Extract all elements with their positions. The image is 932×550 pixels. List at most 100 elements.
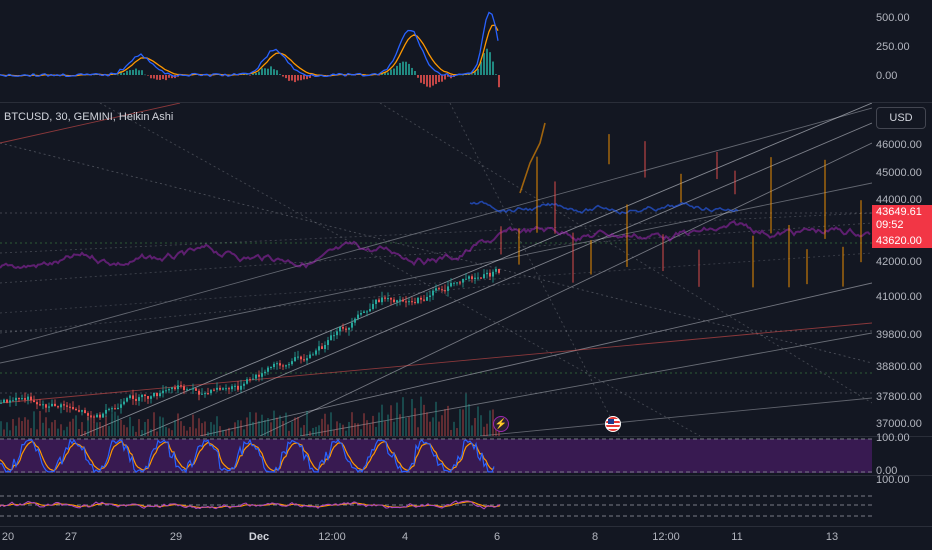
candle-body — [288, 364, 290, 366]
candle-body — [369, 308, 371, 312]
candle-body — [339, 327, 341, 332]
macd-histogram-bar — [417, 75, 419, 78]
candle-body — [45, 404, 47, 408]
rsi-tick-100: 100.00 — [876, 474, 910, 486]
volume-bar — [336, 421, 338, 436]
time-tick: 12:00 — [318, 531, 346, 543]
volume-bar — [486, 423, 488, 436]
volume-bar — [9, 430, 11, 436]
volume-bar — [282, 420, 284, 436]
volume-bar — [27, 419, 29, 436]
macd-histogram-bar — [129, 70, 131, 75]
macd-histogram-bar — [423, 75, 425, 85]
volume-bar — [381, 404, 383, 436]
price-tick: 45000.00 — [876, 167, 922, 179]
volume-bar — [21, 421, 23, 436]
pane-separator[interactable] — [0, 102, 932, 103]
candle-body — [408, 301, 410, 303]
volume-bar — [363, 413, 365, 436]
volume-bar — [201, 423, 203, 436]
candle-body — [30, 396, 32, 401]
stoch-chart — [0, 438, 872, 474]
candle-body — [426, 297, 428, 301]
macd-histogram-bar — [429, 75, 431, 88]
pane-separator[interactable] — [0, 475, 932, 476]
candle-body — [87, 413, 89, 416]
trend-line — [139, 122, 872, 436]
candle-body — [255, 374, 257, 379]
volume-bar — [471, 425, 473, 436]
rsi-pane[interactable] — [0, 476, 872, 526]
volume-bar — [372, 415, 374, 436]
macd-histogram-bar — [414, 71, 416, 75]
candle-body — [267, 367, 269, 372]
lightning-icon[interactable]: ⚡ — [493, 416, 509, 432]
candle-body — [348, 327, 350, 330]
candle-body — [174, 387, 176, 390]
candle-body — [9, 400, 11, 403]
projection-bar — [752, 235, 754, 288]
volume-bar — [294, 417, 296, 436]
macd-histogram-bar — [264, 68, 266, 75]
projection-bar — [824, 159, 826, 239]
candle-body — [207, 393, 209, 395]
candle-body — [405, 301, 407, 303]
macd-histogram-bar — [162, 75, 164, 80]
candle-body — [360, 312, 362, 315]
macd-histogram-bar — [138, 70, 140, 75]
volume-bar — [54, 419, 56, 436]
time-axis-separator — [0, 526, 932, 527]
volume-bar — [93, 422, 95, 436]
time-axis[interactable] — [0, 527, 932, 550]
macd-histogram-bar — [261, 68, 263, 75]
trend-lines — [0, 103, 872, 436]
macd-pane[interactable] — [0, 0, 872, 102]
macd-histogram-bar — [150, 75, 152, 79]
volume-bar — [192, 414, 194, 436]
macd-histogram-bar — [249, 75, 251, 76]
volume-bar — [387, 414, 389, 436]
time-tick: 8 — [591, 531, 599, 543]
pane-separator[interactable] — [0, 436, 932, 437]
candle-body — [459, 282, 461, 284]
macd-histogram-bar — [165, 75, 167, 81]
macd-histogram-bar — [288, 75, 290, 81]
volume-bar — [72, 418, 74, 436]
trend-line — [449, 103, 621, 436]
macd-histogram-bar — [378, 75, 380, 76]
volume-bar — [222, 430, 224, 436]
macd-histogram-bar — [426, 75, 428, 87]
stoch-pane[interactable] — [0, 437, 872, 475]
volume-bar — [177, 413, 179, 436]
volume-bar — [315, 426, 317, 436]
macd-histogram-bar — [270, 66, 272, 75]
candle-body — [6, 399, 8, 403]
currency-button[interactable]: USD — [876, 107, 926, 129]
candle-body — [213, 389, 215, 391]
us-flag-icon[interactable] — [605, 416, 621, 432]
candle-body — [429, 295, 431, 298]
macd-histogram-bar — [492, 61, 494, 75]
candle-body — [315, 350, 317, 355]
volume-bar — [291, 421, 293, 436]
candle-body — [234, 385, 236, 387]
volume-bar — [300, 427, 302, 436]
symbol-title[interactable]: BTCUSD, 30, GEMINI, Heikin Ashi — [4, 111, 174, 123]
macd-histogram-bar — [123, 73, 125, 75]
volume-bar — [138, 419, 140, 436]
volume-bar — [117, 415, 119, 436]
candle-body — [357, 314, 359, 319]
volume-bar — [30, 428, 32, 436]
candle-body — [177, 385, 179, 390]
trend-line — [379, 103, 872, 404]
price-pane[interactable] — [0, 103, 872, 436]
volume-bar — [354, 423, 356, 436]
volume-bar — [135, 431, 137, 436]
candle-body — [117, 407, 119, 410]
macd-histogram-bar — [117, 74, 119, 76]
volume-bar — [126, 427, 128, 436]
second-price-tag: 43620.00 — [872, 234, 932, 248]
candle-body — [39, 404, 41, 406]
volume-bar — [234, 422, 236, 436]
candle-body — [12, 400, 14, 402]
